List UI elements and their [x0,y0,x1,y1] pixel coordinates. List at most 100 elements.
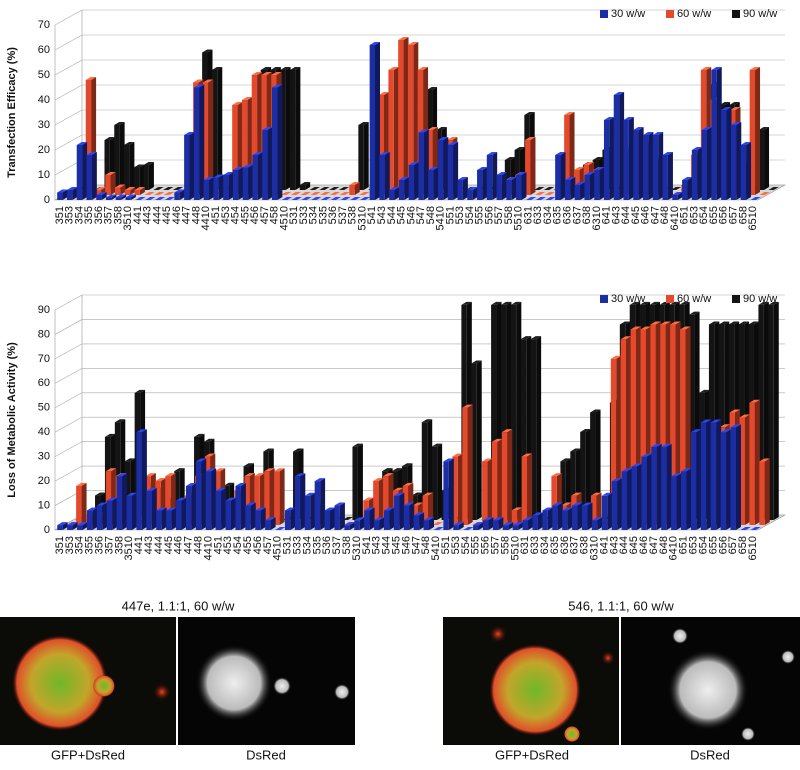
bar [621,471,628,530]
bar-side [130,194,136,200]
bar [398,180,405,200]
bar-side [517,507,523,525]
bar [352,446,358,520]
bar [408,165,415,200]
bar-top [433,527,444,530]
bar [681,471,687,530]
bar [373,481,379,525]
bar-top [422,492,434,496]
bar-side [378,478,384,525]
x-tick-label: 443 [142,206,154,224]
bar [718,324,725,520]
bar-top [195,458,207,462]
bar [552,505,558,530]
bar-top [105,468,117,472]
bar-top [718,321,730,325]
bar-top [660,321,671,325]
bar-side [462,177,468,200]
bar-top [392,487,404,491]
bar [689,314,695,520]
bar-side [305,182,311,190]
bar-side [537,512,543,530]
bar-top [57,189,68,193]
bar-top [301,197,312,200]
x-tick-label: 558 [499,536,511,554]
bar-top [225,497,236,501]
x-tick-label: 547 [415,206,427,224]
bar [502,525,509,530]
bar [662,155,668,200]
bar-side [716,67,722,200]
bar-side [151,487,157,530]
bar-side [726,107,732,200]
bar-top [689,311,700,315]
legend-label: 60 w/w [677,8,711,20]
x-tick-label: 634 [539,536,551,554]
bar [374,520,380,530]
bar-top [389,187,400,190]
bar-side [139,164,145,190]
bar-side [189,132,195,200]
legend-swatch [600,10,608,18]
bar [115,197,122,200]
bar-top [260,67,272,70]
bar-top [133,164,145,168]
bar-top [114,122,125,125]
x-tick-label: 643 [610,206,622,224]
bar-top [378,92,390,95]
bar-top [590,409,601,413]
y-axis-title: Loss of Metabolic Activity (%) [6,342,18,498]
bar-top [300,192,311,195]
x-tick-label: 448 [192,536,204,554]
x-tick-label: 635 [552,206,564,224]
bar-side [518,522,524,530]
x-tick-label: 648 [658,536,670,554]
bar-side [511,177,517,200]
x-tick-label: 5510 [513,206,525,230]
y-tick-label: 60 [38,44,50,56]
x-tick-label: 636 [559,536,571,554]
bar-top [241,97,253,100]
cell [672,628,688,644]
bar-side [716,419,722,530]
x-tick-label: 551 [444,206,456,224]
x-tick-label: 456 [249,206,261,224]
x-tick-label: 646 [638,536,650,554]
bar [418,132,424,200]
bar-side [773,301,779,520]
x-tick-label: 543 [376,206,388,224]
x-tick-label: 5310 [356,206,368,230]
cell [564,726,580,742]
x-tick-label: 535 [311,536,323,554]
bar-top [134,187,145,190]
bar-top [358,122,369,125]
bar-top [670,187,682,190]
bar-side [453,142,459,200]
bar-side [379,517,385,530]
bar-top [524,112,535,115]
bar-top [223,482,235,486]
y-tick-label: 80 [38,328,50,340]
bar-top [758,301,769,305]
bar [759,461,765,525]
x-tick-label: 447 [181,206,193,224]
bar-side [112,497,118,530]
x-tick-label: 351 [54,206,66,224]
x-tick-label: 445 [161,206,173,224]
bar-top [492,517,504,521]
bar [364,510,370,530]
x-tick-label: 554 [460,536,472,554]
bar-top [431,443,443,447]
bar-top [584,172,595,175]
x-tick-label: 638 [581,206,593,224]
bar [506,180,512,200]
bar [530,339,537,520]
bar [223,175,229,200]
bar-top [174,468,185,472]
bar [354,520,360,530]
bar-top [135,197,146,200]
cell [668,650,748,730]
bar [564,115,570,195]
x-tick-label: 445 [163,536,175,554]
x-tick-label: 655 [707,536,719,554]
